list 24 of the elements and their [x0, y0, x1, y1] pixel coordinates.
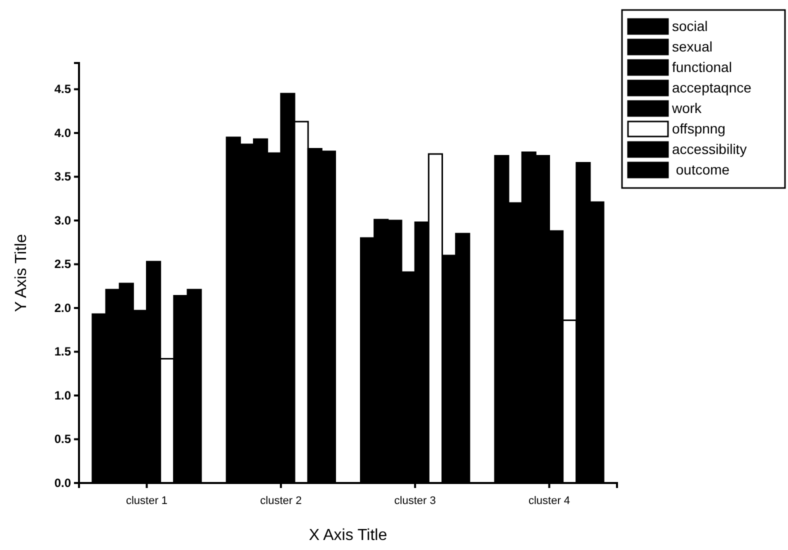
y-tick-label: 0.5 — [54, 432, 72, 446]
x-tick-label: cluster 4 — [528, 495, 570, 508]
x-tick-label: cluster 3 — [394, 495, 436, 508]
x-tick-label: cluster 2 — [260, 495, 302, 508]
y-tick-label: 1.5 — [54, 344, 72, 359]
legend-label: accessibility — [672, 141, 747, 157]
y-tick-label: 4.0 — [54, 126, 72, 140]
y-tick-label: 0.0 — [54, 476, 72, 490]
legend-label: offspnng — [672, 120, 726, 136]
y-tick-label: 1.0 — [54, 388, 72, 402]
y-tick-label: 4.5 — [54, 82, 72, 96]
x-axis-title: X Axis Title — [308, 527, 388, 544]
legend-label: outcome — [672, 162, 730, 178]
y-tick-label: 3.0 — [54, 213, 72, 228]
x-tick-label: cluster 1 — [126, 495, 168, 508]
y-tick-label: 3.5 — [54, 170, 72, 184]
legend-label: work — [671, 100, 703, 116]
legend-label: functional — [672, 59, 732, 75]
y-axis-title: Y Axis Title — [13, 234, 30, 312]
y-tick-label: 2.5 — [54, 257, 72, 272]
legend-label: sexual — [672, 38, 712, 54]
y-tick-label: 2.0 — [54, 300, 72, 315]
legend-label: acceptaqnce — [672, 80, 752, 96]
legend-label: social — [672, 18, 708, 34]
